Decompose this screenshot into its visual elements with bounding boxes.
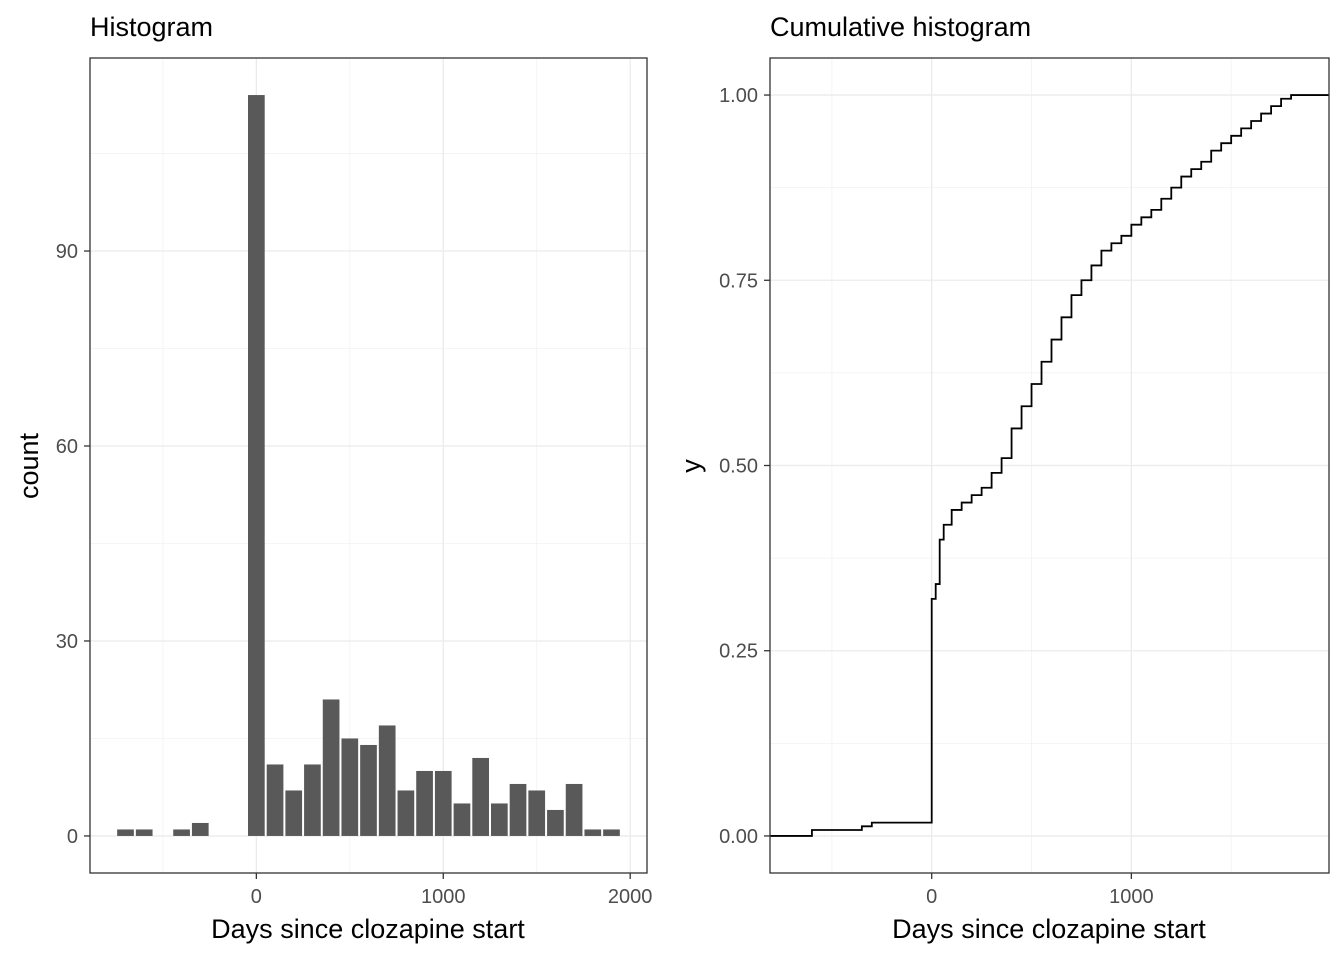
- histogram-bar: [117, 829, 134, 836]
- histogram-bar: [135, 829, 153, 836]
- x-tick-label: 1000: [1109, 886, 1154, 908]
- y-tick-label: 0.75: [719, 270, 758, 292]
- cumulative-panel: Cumulative histogram 0.00 0.25 0.50 0.75 1.0…: [676, 12, 1330, 944]
- histogram-panel-border: [89, 57, 648, 874]
- histogram-bar: [603, 829, 620, 836]
- histogram-title: Histogram: [90, 12, 213, 42]
- y-tick-label: 1.00: [719, 85, 758, 107]
- x-tick-label: 1000: [421, 886, 466, 908]
- histogram-x-ticks: 0 1000 2000: [251, 873, 653, 908]
- histogram-bar: [565, 783, 583, 836]
- x-tick-label: 2000: [608, 886, 653, 908]
- histogram-bar: [453, 803, 471, 836]
- x-tick-label: 0: [251, 886, 262, 908]
- histogram-bar: [285, 790, 303, 836]
- histogram-bar: [341, 738, 359, 836]
- histogram-bar: [416, 770, 433, 836]
- histogram-bar: [248, 95, 265, 836]
- y-tick-label: 0: [67, 826, 78, 848]
- x-tick-label: 0: [926, 886, 937, 908]
- histogram-y-axis-label: count: [14, 432, 44, 499]
- histogram-bar: [528, 790, 546, 836]
- histogram-y-ticks: 0 30 60 90: [56, 241, 90, 848]
- histogram-bar: [434, 770, 452, 836]
- cumulative-step-line: [770, 94, 1329, 837]
- cumulative-x-axis-label: Days since clozapine start: [892, 914, 1206, 944]
- y-tick-label: 60: [56, 436, 78, 458]
- y-tick-label: 0.00: [719, 826, 758, 848]
- y-tick-label: 90: [56, 241, 78, 263]
- cumulative-x-ticks: 0 1000: [926, 873, 1154, 908]
- histogram-bar: [173, 829, 190, 836]
- histogram-panel: Histogram 0 30 60 90 0 1000 2000 Days since c…: [14, 12, 652, 944]
- cumulative-y-axis-label: y: [676, 459, 706, 473]
- cumulative-gridlines: [770, 58, 1329, 873]
- y-tick-label: 30: [56, 631, 78, 653]
- histogram-bar: [584, 829, 602, 836]
- histogram-bar: [360, 744, 377, 836]
- histogram-bar: [472, 757, 489, 836]
- y-tick-label: 0.50: [719, 456, 758, 478]
- histogram-bar: [266, 764, 284, 836]
- histogram-bar: [509, 783, 527, 836]
- cumulative-y-ticks: 0.00 0.25 0.50 0.75 1.00: [719, 85, 770, 848]
- histogram-x-axis-label: Days since clozapine start: [211, 914, 525, 944]
- histogram-bar: [490, 803, 508, 836]
- histogram-bar: [397, 790, 415, 836]
- histogram-bars: [117, 95, 620, 836]
- histogram-bar: [378, 725, 396, 836]
- histogram-bar: [547, 809, 564, 836]
- cumulative-title: Cumulative histogram: [770, 12, 1031, 42]
- histogram-bar: [322, 699, 340, 836]
- histogram-bar: [191, 822, 209, 836]
- histogram-bar: [304, 764, 321, 836]
- y-tick-label: 0.25: [719, 641, 758, 663]
